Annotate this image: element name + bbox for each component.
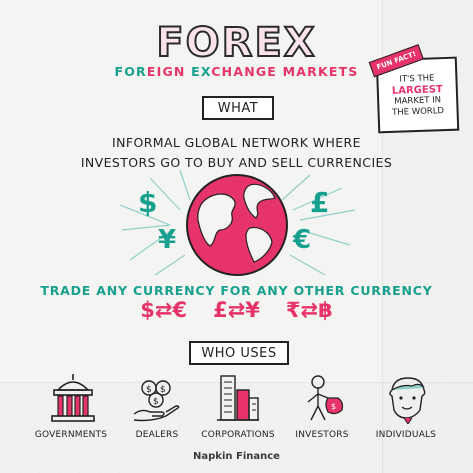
what-label: WHAT xyxy=(217,100,259,116)
svg-text:$: $ xyxy=(331,402,336,411)
fun-fact-line: THE WORLD xyxy=(391,106,445,118)
pound-symbol: £ xyxy=(310,186,330,219)
investor-with-bag-icon: $ xyxy=(307,375,344,421)
government-building-icon xyxy=(51,374,95,422)
description-line: INFORMAL GLOBAL NETWORK WHERE xyxy=(112,135,361,150)
yen-symbol: ¥ xyxy=(158,225,177,255)
description-line: INVESTORS GO TO BUY AND SELL CURRENCIES xyxy=(80,155,393,170)
svg-text:$: $ xyxy=(153,397,159,407)
dollar-symbol: $ xyxy=(138,186,158,219)
what-ribbon: WHAT xyxy=(190,96,286,122)
trade-caption: TRADE ANY CURRENCY FOR ANY OTHER CURRENC… xyxy=(40,283,433,298)
who-uses-ribbon: WHO USES xyxy=(177,341,301,367)
person-face-icon xyxy=(389,377,426,424)
svg-text:$: $ xyxy=(146,385,152,395)
fun-fact-text: IT'S THE LARGEST MARKET IN THE WORLD xyxy=(382,73,452,119)
currency-pair: $⇄€ xyxy=(140,298,188,322)
description: INFORMAL GLOBAL NETWORK WHERE INVESTORS … xyxy=(40,133,433,173)
subtitle: FOREIGN EXCHANGE MARKETS xyxy=(40,64,433,79)
fold-line-vertical xyxy=(382,0,383,473)
currency-pairs: $⇄€ £⇄¥ ₹⇄฿ xyxy=(60,298,413,322)
currency-pair: ₹⇄฿ xyxy=(285,298,333,322)
user-label-individuals: INDIVIDUALS xyxy=(375,430,437,440)
currency-pair: £⇄¥ xyxy=(213,298,260,322)
fun-fact-card: FUN FACT! IT'S THE LARGEST MARKET IN THE… xyxy=(368,44,460,134)
subtitle-part: CHANGE MARKETS xyxy=(211,64,359,79)
user-label-investors: INVESTORS xyxy=(295,430,349,440)
fold-line-horizontal xyxy=(0,382,473,383)
svg-text:$: $ xyxy=(160,385,166,395)
subtitle-part: FOR xyxy=(114,64,147,79)
euro-symbol: € xyxy=(293,225,312,255)
subtitle-part: EX xyxy=(191,64,212,79)
brand-footer: Napkin Finance xyxy=(193,451,280,462)
skyscrapers-icon xyxy=(217,375,259,421)
user-label-corporations: CORPORATIONS xyxy=(201,430,275,440)
globe-illustration xyxy=(119,170,356,276)
money-hand-icon: $ $ $ xyxy=(133,380,180,422)
who-uses-label: WHO USES xyxy=(201,345,277,361)
page-title: FOREX xyxy=(155,19,317,67)
user-label-dealers: DEALERS xyxy=(135,430,179,440)
user-label-governments: GOVERNMENTS xyxy=(34,430,108,440)
subtitle-part: EIGN xyxy=(146,64,192,79)
